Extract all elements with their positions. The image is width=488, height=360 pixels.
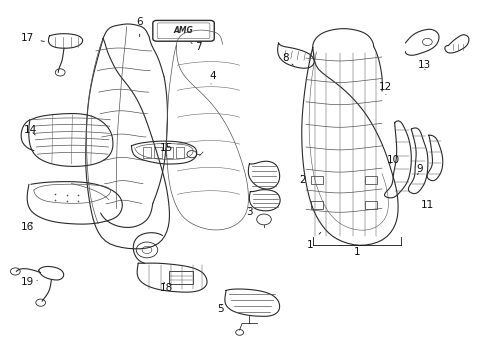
Text: 6: 6 [136, 17, 142, 37]
Bar [165, 147, 173, 158]
Bar [365, 201, 376, 210]
Text: 9: 9 [416, 164, 423, 175]
Bar [143, 147, 151, 158]
Text: 11: 11 [420, 200, 433, 210]
Text: 4: 4 [209, 71, 216, 84]
Text: 15: 15 [160, 143, 173, 156]
Text: 19: 19 [21, 277, 37, 287]
Bar [310, 201, 322, 210]
Text: 1: 1 [353, 247, 359, 257]
Bar [310, 176, 322, 184]
Bar [154, 147, 162, 158]
Text: 13: 13 [417, 60, 430, 70]
Text: 1: 1 [306, 232, 320, 249]
Text: 5: 5 [216, 304, 223, 314]
Text: 14: 14 [23, 125, 37, 135]
Text: AMG: AMG [173, 26, 193, 35]
Text: 18: 18 [160, 282, 173, 293]
Text: 3: 3 [245, 207, 252, 217]
Text: 12: 12 [379, 82, 392, 95]
Text: 7: 7 [190, 42, 201, 52]
Bar [168, 271, 193, 284]
Text: 17: 17 [21, 33, 44, 43]
Bar [176, 147, 183, 158]
Text: 16: 16 [21, 222, 34, 231]
Text: 10: 10 [386, 155, 399, 165]
Bar [365, 176, 376, 184]
Text: 2: 2 [299, 175, 305, 185]
Text: 8: 8 [282, 53, 293, 65]
